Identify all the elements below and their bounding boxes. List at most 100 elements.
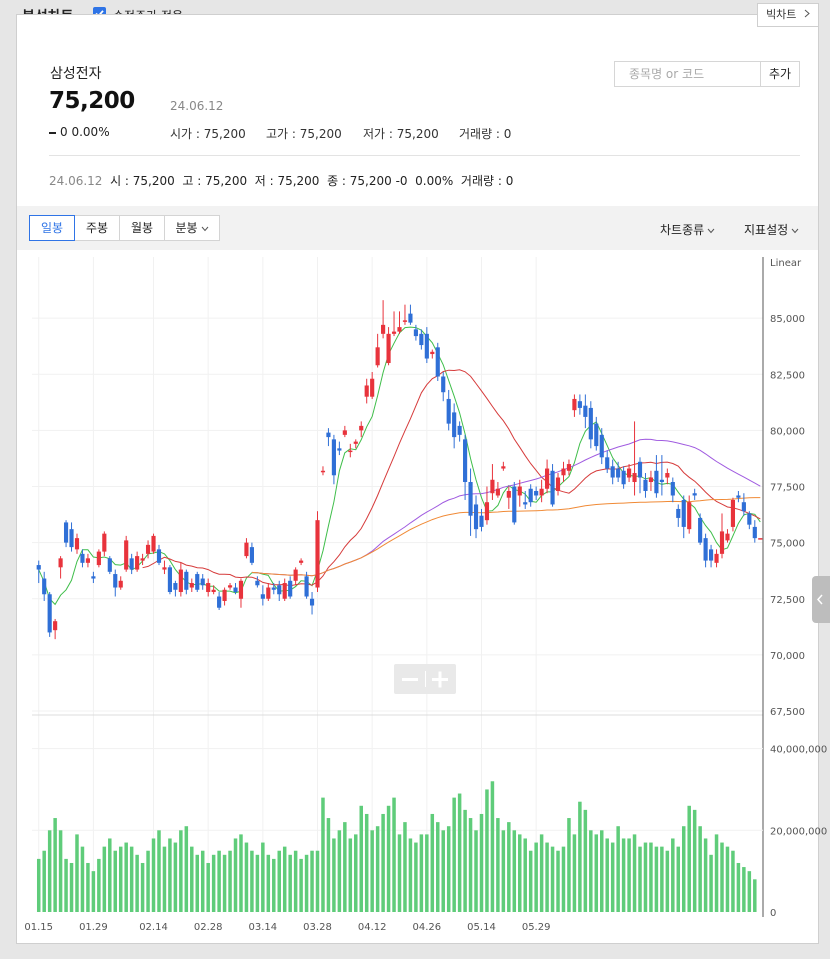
info-date: 24.06.12 [49,174,103,188]
open-price: 시가 : 75,200 [170,127,246,141]
tab-daily[interactable]: 일봉 [29,215,75,241]
volume-bar [446,826,451,912]
candle-body [566,464,572,471]
candle-body [277,585,282,595]
volume-bar [698,826,702,912]
volume-bar [572,834,577,912]
candle-body [747,513,752,525]
volume-bar [703,838,708,912]
volume-bar [157,830,161,912]
candle-body [670,482,675,496]
volume-bar [69,862,74,912]
volume-bar [463,809,467,912]
volume-bar [321,797,325,912]
volume-bar [485,789,489,912]
volume-tick-label: 20,000,000 [770,826,827,837]
candle-body [222,589,227,601]
low-price: 저가 : 75,200 [363,127,439,141]
candle-body [375,347,380,366]
candle-body [391,331,397,334]
x-tick-label: 01.29 [79,922,108,933]
candle-body [167,567,172,593]
volume-bar [545,842,549,912]
candle-body [227,585,233,588]
candle-body [326,432,331,438]
volume-bar [681,826,686,912]
x-tick-label: 03.14 [249,922,278,933]
candle-body [42,578,47,595]
candle-body [320,470,326,473]
volume-bar [479,813,484,912]
x-tick-label: 05.14 [467,922,496,933]
candle-body [184,571,189,590]
candle-body [534,490,539,496]
volume-tick-label: 40,000,000 [770,745,827,756]
candle-body [91,576,96,579]
volume-bar [277,850,281,912]
candle-body [588,407,593,440]
zoom-divider [425,671,426,687]
stock-search-input[interactable]: 종목명 or 코드 [614,61,761,87]
volume-bar [206,862,210,912]
volume-bar [282,846,287,912]
volume-bar [184,826,189,912]
candle-body [714,553,719,563]
volume-bar [80,846,85,912]
volume-bar [550,846,555,912]
volume-bar [162,846,167,912]
zoom-in-button[interactable] [425,664,456,694]
candle-body [698,517,703,543]
candle-body [681,499,686,527]
volume-bar [250,850,254,912]
volume-bar [589,830,593,912]
volume-bar [425,834,429,912]
candle-body [730,499,736,527]
big-chart-button[interactable]: 빅차트 [757,3,819,27]
volume-bar [452,797,456,912]
volume-bar [627,838,631,912]
volume-bar [47,830,52,912]
volume-bar [441,830,445,912]
volume-bar [649,842,653,912]
candle-body [430,351,435,355]
candle-body [145,544,151,554]
plot-background [32,257,763,917]
candle-body [195,574,200,590]
candle-body [572,398,577,411]
candle-body [47,594,52,633]
side-panel-toggle[interactable] [812,576,830,623]
candle-body [135,556,140,570]
volume-bar [58,830,63,912]
candle-body [156,549,162,563]
tab-minute[interactable]: 분봉 [164,215,220,241]
chart-type-dropdown[interactable]: 차트종류 [660,221,715,238]
candle-body [605,457,610,469]
volume-bar [561,846,566,912]
big-chart-label: 빅차트 [766,8,797,21]
candle-body [441,376,446,393]
candle-body [80,553,85,563]
candle-body [517,486,522,496]
candle-body [555,477,561,491]
x-tick-label: 04.12 [358,922,387,933]
volume-bar [200,850,205,912]
candle-body [370,378,375,397]
candle-body [446,398,451,424]
volume-bar [293,850,298,912]
volume-bar [419,834,424,912]
tab-monthly[interactable]: 월봉 [119,215,165,241]
candle-body [342,430,347,435]
flat-dash-icon [49,131,56,134]
volume-bar [397,834,402,912]
indicator-settings-dropdown[interactable]: 지표설정 [744,221,799,238]
volume-bar [129,846,134,912]
chevron-down-icon [201,216,209,240]
candle-body [359,425,364,431]
candle-body [632,473,637,483]
x-tick-label: 03.28 [303,922,332,933]
add-stock-button[interactable]: 추가 [761,61,800,87]
zoom-out-button[interactable] [394,664,425,694]
candle-body [687,502,692,530]
candle-body [736,495,741,498]
